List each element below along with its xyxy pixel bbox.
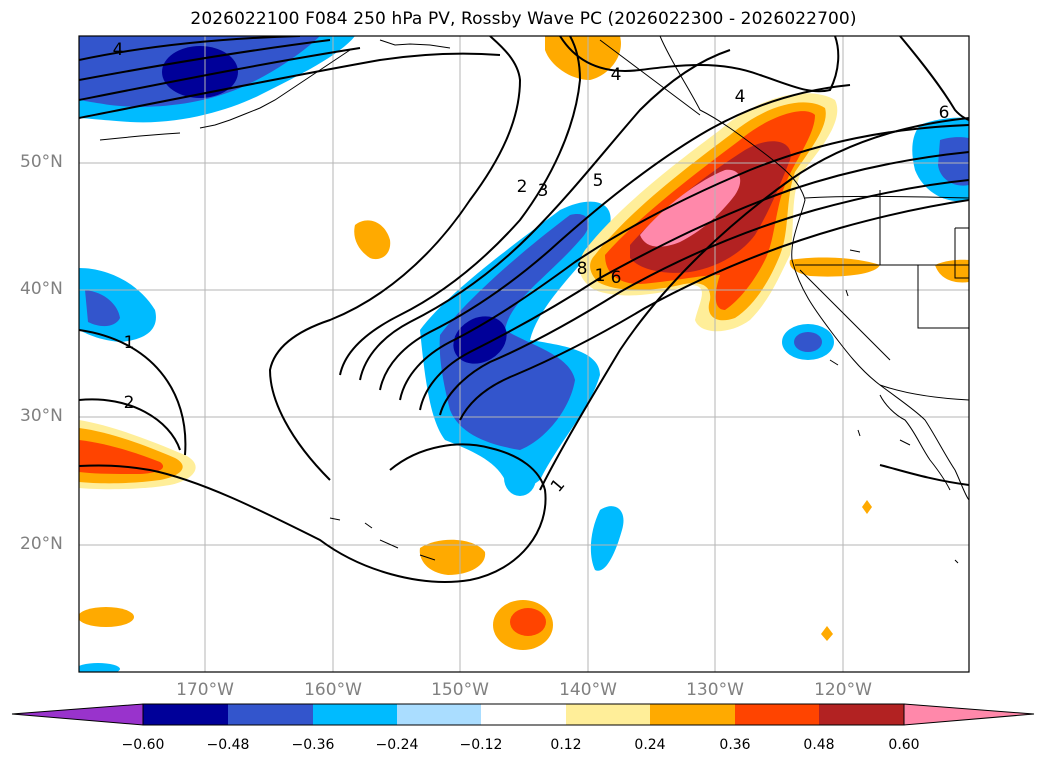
contour-10 [79, 36, 501, 119]
colorbar [11, 703, 1035, 726]
colorbar-tick: −0.12 [459, 737, 503, 753]
contour-label: 1 [124, 333, 135, 353]
colorbar-tick: −0.48 [206, 737, 250, 753]
colorbar-tick: −0.60 [121, 737, 165, 753]
colorbar-tick: 0.24 [634, 737, 666, 753]
coastline-aleutians [99, 49, 351, 141]
region-small-negative-2 [504, 460, 536, 496]
lon-label: 170°W [176, 680, 234, 700]
contour-1 [79, 329, 969, 486]
colorbar-tick: 0.36 [719, 737, 751, 753]
region-east-negative-core [938, 137, 969, 186]
region-small-positive-1 [354, 220, 391, 260]
contour-5 [379, 84, 851, 391]
contour-7 [419, 151, 969, 411]
border-us-mexico [879, 384, 969, 401]
coastline-baja [879, 394, 951, 491]
map-plot-area: 4 4 4 6 2 3 5 8 1 6 1 2 1 [79, 36, 969, 672]
lon-label: 150°W [431, 680, 489, 700]
contour-8 [439, 179, 969, 416]
border-us-canada [804, 196, 969, 199]
region-coast-negative-core [794, 332, 822, 352]
colorbar-extend-low [11, 703, 144, 726]
contour-9 [459, 199, 969, 421]
region-alaska-min [162, 46, 238, 98]
colorbar-tick: 0.12 [550, 737, 582, 753]
contour-label: 8 [577, 259, 588, 279]
contour-4 [359, 49, 731, 381]
colorbar-extend-high [903, 703, 1035, 726]
contour-labels: 4 4 4 6 2 3 5 8 1 6 1 2 1 [113, 40, 950, 496]
contour-north [559, 36, 840, 93]
colorbar-seg [735, 704, 819, 725]
contour-label: 3 [538, 181, 549, 201]
colorbar-tick: 0.48 [803, 737, 835, 753]
contour-northeast [899, 36, 969, 121]
colorbar-tick: −0.36 [291, 737, 335, 753]
lon-label: 160°W [304, 680, 362, 700]
colorbar-seg [566, 704, 650, 725]
contour-label: 5 [593, 171, 604, 191]
colorbar-tick: −0.24 [375, 737, 419, 753]
region-trough-negative-core [439, 214, 589, 450]
contour-label: 4 [113, 40, 124, 60]
contour-2 [268, 36, 522, 481]
coastline-alaska-panhandle [379, 39, 701, 116]
colorbar-tick: 0.60 [888, 737, 920, 753]
colorbar-seg [228, 704, 313, 725]
colorbar-seg [397, 704, 481, 725]
lat-label: 20°N [20, 534, 63, 554]
contour-label: 1 [595, 266, 606, 286]
colorbar-seg [143, 704, 228, 725]
contour-1-south [79, 443, 547, 583]
lat-label: 50°N [20, 152, 63, 172]
colorbar-seg [650, 704, 735, 725]
border-state-3 [954, 227, 969, 279]
contour-label: 4 [611, 65, 622, 85]
map-frame [78, 35, 970, 673]
contour-1-main [539, 117, 969, 491]
chart-title: 2026022100 F084 250 hPa PV, Rossby Wave … [190, 9, 857, 29]
contour-6 [399, 124, 969, 401]
gridlines [79, 36, 969, 672]
border-state-4 [799, 269, 891, 361]
region-trough-min [453, 316, 507, 364]
contour-label: 6 [939, 103, 950, 123]
negative-anomaly-regions [79, 36, 969, 672]
contour-label: 6 [611, 268, 622, 288]
lat-label: 30°N [20, 406, 63, 426]
contour-3 [339, 36, 582, 376]
coastline-hawaii [329, 517, 436, 561]
region-small-positive-2 [419, 539, 486, 575]
border-state-2 [879, 190, 969, 329]
colorbar-seg [481, 704, 566, 725]
region-small-negative [590, 506, 624, 571]
pv-contours [79, 36, 969, 583]
contour-label: 2 [124, 393, 135, 413]
colorbar-seg [819, 704, 904, 725]
colorbar-seg [313, 704, 397, 725]
lon-label: 140°W [559, 680, 617, 700]
lat-label: 40°N [20, 279, 63, 299]
lon-label: 120°W [814, 680, 872, 700]
region-west-negative-core [85, 290, 120, 327]
lon-label: 130°W [686, 680, 744, 700]
contour-label: 2 [517, 177, 528, 197]
contour-label: 4 [735, 87, 746, 107]
